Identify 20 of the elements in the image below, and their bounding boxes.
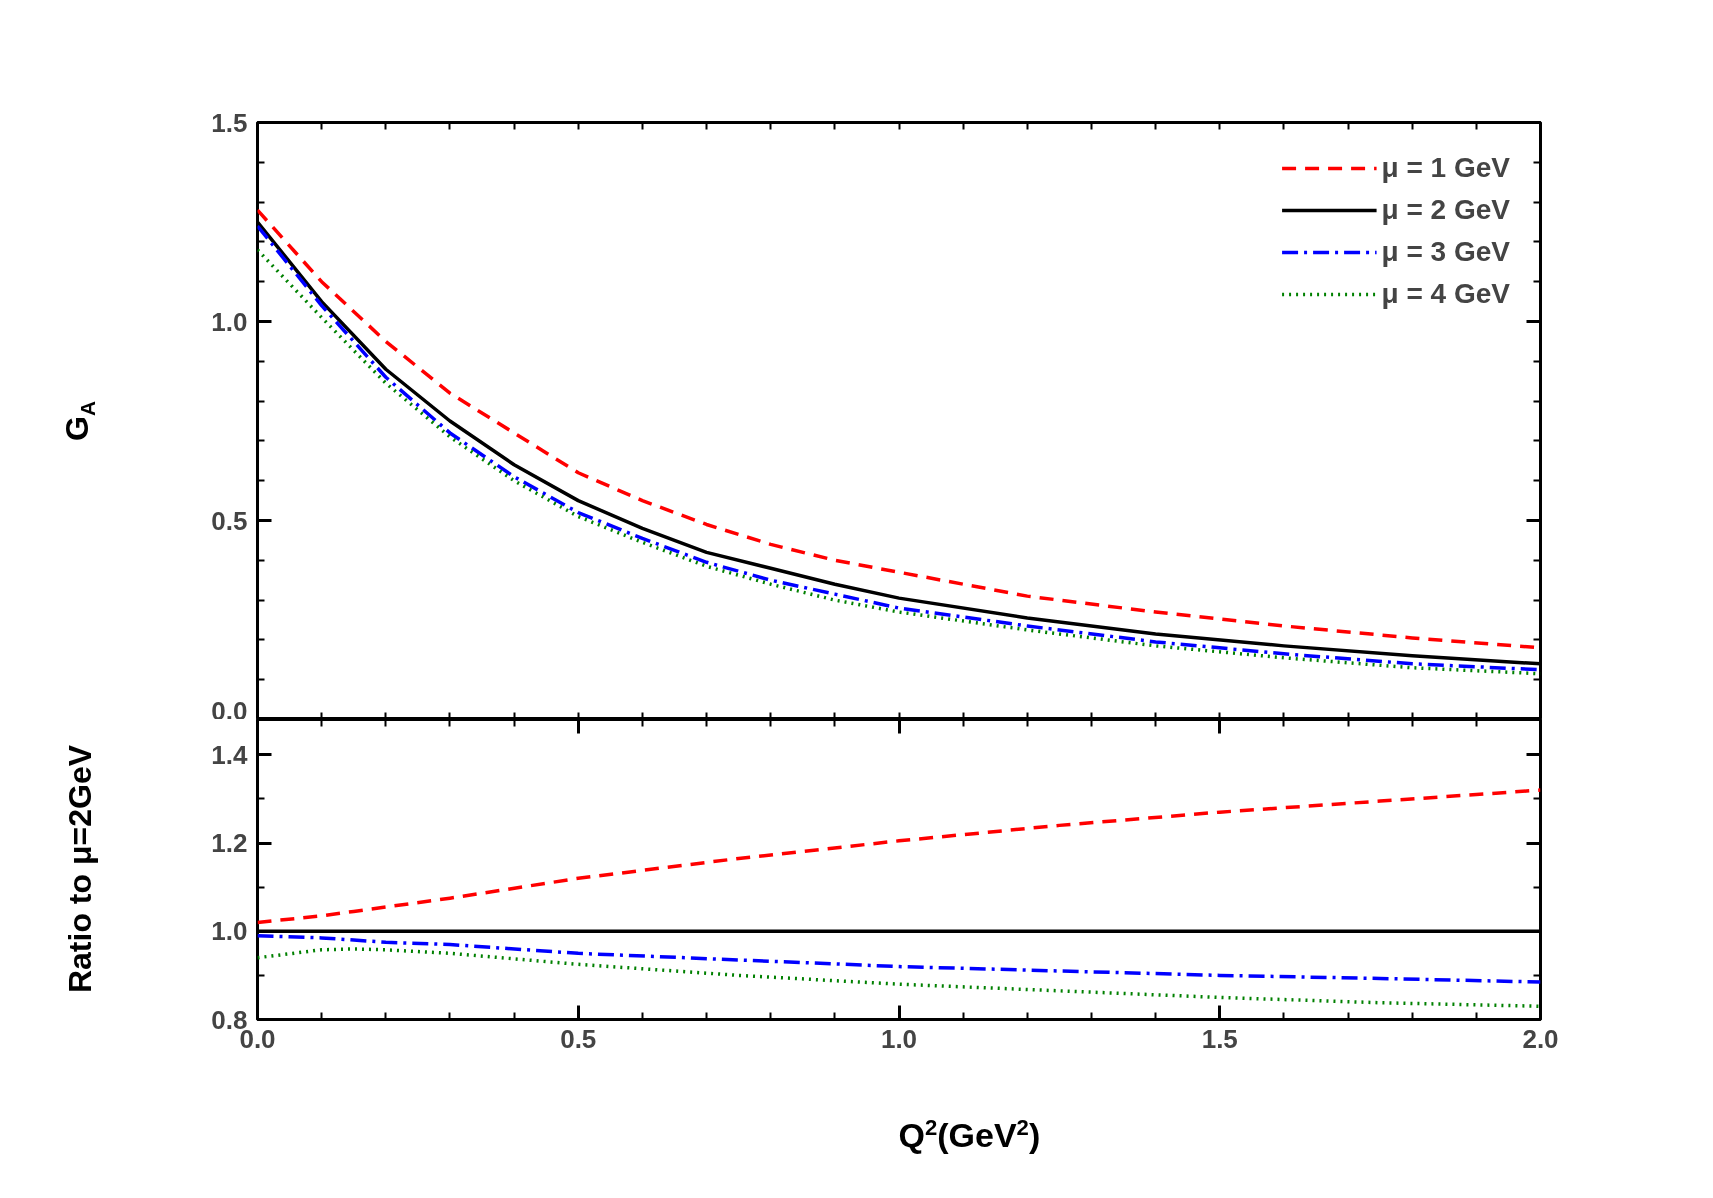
- x-tick-label: 2.0: [1522, 1023, 1559, 1054]
- line-series: [257, 947, 1541, 1009]
- y-tick-label: 1.0: [211, 916, 248, 947]
- y-tick-label: 0.5: [211, 505, 248, 536]
- x-tick-label: 1.0: [880, 1023, 918, 1054]
- x-axis-title: Q$^{2}$(GeV$^{2}$): [898, 1115, 1041, 1155]
- legend-label: μ = 2 GeV: [1381, 194, 1510, 226]
- legend-label: μ = 4 GeV: [1381, 278, 1510, 310]
- y-tick-label: 1.5: [211, 107, 248, 138]
- line-series: [257, 788, 1541, 925]
- legend-label: μ = 1 GeV: [1381, 152, 1510, 184]
- y-tick-label: 1.4: [211, 739, 249, 770]
- legend-label: μ = 3 GeV: [1381, 236, 1510, 268]
- x-tick-label: 0.5: [560, 1023, 597, 1054]
- y-tick-label: 0.0: [211, 695, 248, 726]
- y-tick-label: 1.2: [211, 828, 248, 859]
- line-series: [257, 933, 1541, 984]
- x-tick-label: 1.5: [1201, 1023, 1238, 1054]
- y-tick-label: 1.0: [211, 306, 248, 337]
- y-axis-title: Ratio to μ=2GeV: [62, 744, 98, 994]
